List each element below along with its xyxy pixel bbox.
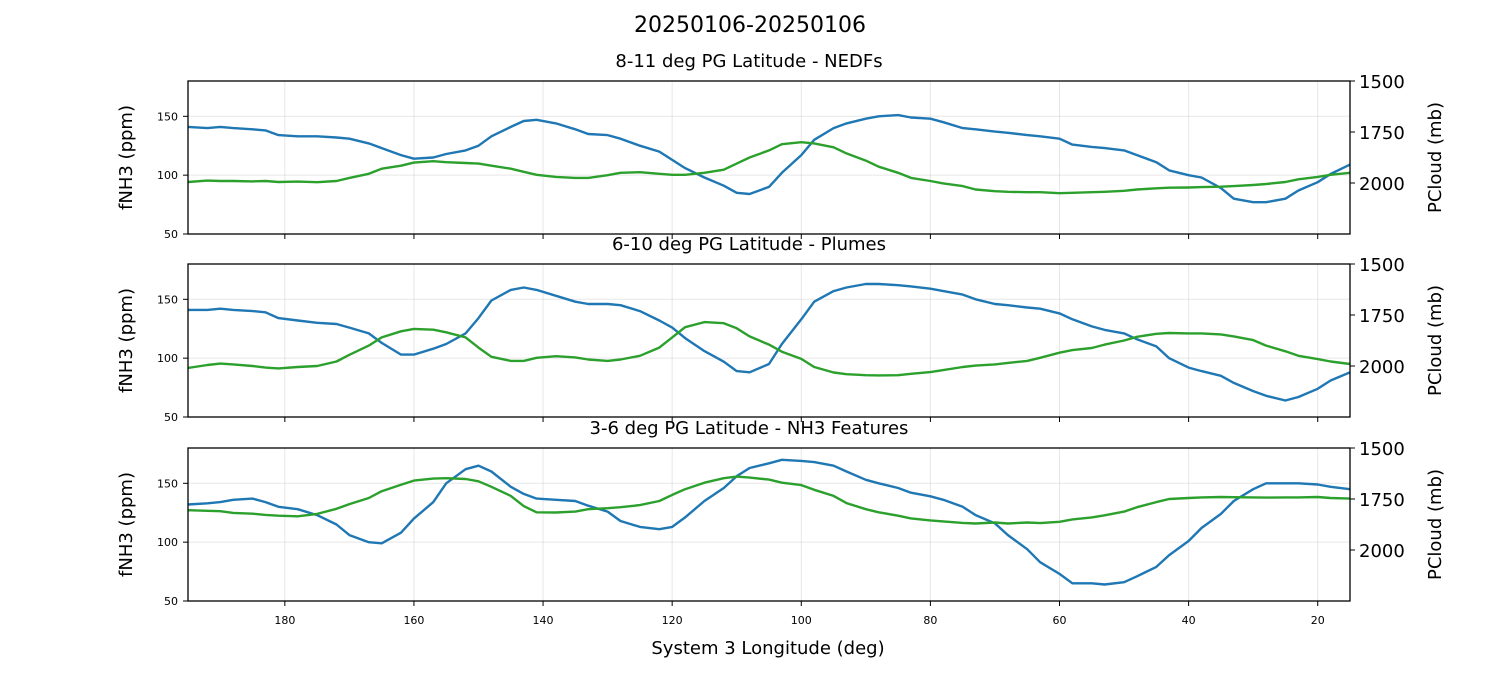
x-tick-label: 60 [1053,614,1067,627]
x-tick-label: 140 [533,614,554,627]
fnh3-line-panel-2 [188,282,1350,402]
panels: 50 100 150 1500 1750 2000 8-11 deg PG Latitude… [116,51,1446,627]
figure-suptitle: 20250106-20250106 [634,13,866,38]
x-tick-label: 180 [274,614,295,627]
y-axis-label: fNH3 (ppm) [116,105,137,210]
y2-tick-label: 1750 [1359,306,1405,327]
y2-tick-label: 2000 [1359,174,1405,195]
x-tick-label: 20 [1311,614,1325,627]
y2-tick-label: 1500 [1359,72,1405,93]
y-tick-label: 100 [157,352,178,365]
y2-tick-label: 1500 [1359,439,1405,460]
y-axis-label: fNH3 (ppm) [116,288,137,393]
y2-axis-label: PCloud (mb) [1425,102,1446,213]
fnh3-line-panel-3 [188,458,1350,586]
pcloud-line-panel-1 [188,141,1350,195]
panel-title: 6-10 deg PG Latitude - Plumes [612,234,886,255]
panel-1: 50 100 150 1500 1750 2000 8-11 deg PG Latitude… [116,51,1446,241]
x-tick-label: 120 [662,614,683,627]
x-tick-label: 80 [923,614,937,627]
y-tick-label: 150 [157,477,178,490]
y2-tick-label: 2000 [1359,357,1405,378]
panel-2: 50 100 150 1500 1750 2000 6-10 deg PG Latitude… [116,234,1446,424]
axes-frame [187,447,1351,602]
y2-tick-label: 1500 [1359,255,1405,276]
y2-axis-label: PCloud (mb) [1425,469,1446,580]
pcloud-line-panel-2 [188,320,1350,377]
y-tick-label: 100 [157,169,178,182]
y-tick-label: 50 [164,595,178,608]
panel-title: 3-6 deg PG Latitude - NH3 Features [590,418,909,439]
y2-tick-label: 1750 [1359,123,1405,144]
panel-3: 180 160 140 120 100 80 60 40 20 50 100 150 1500 1750 2… [116,418,1446,627]
axes-frame [187,80,1351,235]
x-axis-label: System 3 Longitude (deg) [651,638,884,659]
axes-frame [187,263,1351,418]
y2-tick-label: 1750 [1359,490,1405,511]
x-tick-label: 100 [791,614,812,627]
y2-axis-label: PCloud (mb) [1425,285,1446,396]
y-tick-label: 50 [164,411,178,424]
y-tick-label: 150 [157,293,178,306]
y-tick-label: 100 [157,536,178,549]
x-tick-label: 160 [403,614,424,627]
y2-tick-label: 2000 [1359,541,1405,562]
y-tick-label: 50 [164,228,178,241]
fnh3-line-panel-1 [188,113,1350,204]
panel-title: 8-11 deg PG Latitude - NEDFs [615,51,882,72]
y-axis-label: fNH3 (ppm) [116,472,137,577]
pcloud-line-panel-3 [188,475,1350,525]
x-tick-label: 40 [1182,614,1196,627]
y-tick-label: 150 [157,110,178,123]
